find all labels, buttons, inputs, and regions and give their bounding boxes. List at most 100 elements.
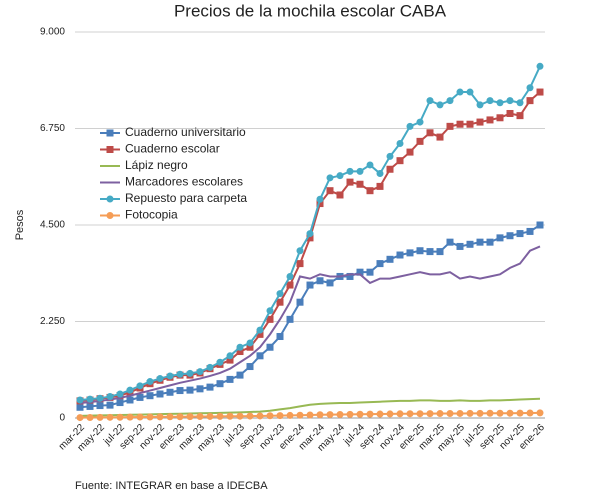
marker <box>256 326 264 334</box>
marker <box>126 386 134 394</box>
marker <box>436 410 444 418</box>
marker <box>266 307 274 315</box>
marker <box>316 195 324 203</box>
marker <box>416 410 424 418</box>
marker <box>356 167 364 175</box>
legend-marker <box>106 212 114 219</box>
marker <box>146 392 154 400</box>
marker <box>436 248 444 256</box>
marker <box>506 97 514 105</box>
marker <box>186 413 194 421</box>
marker <box>386 165 394 173</box>
marker <box>376 170 384 178</box>
marker <box>506 232 514 240</box>
marker <box>236 343 244 351</box>
marker <box>396 251 404 259</box>
legend-marker <box>106 195 114 203</box>
marker <box>156 390 164 398</box>
marker <box>226 412 234 420</box>
marker <box>256 330 264 338</box>
marker <box>346 272 354 280</box>
marker <box>116 399 124 407</box>
marker <box>326 411 334 419</box>
series-line <box>79 245 541 404</box>
marker <box>476 118 484 126</box>
marker <box>466 120 474 128</box>
marker <box>86 413 94 421</box>
marker <box>196 413 204 421</box>
legend-label: Cuaderno universitario <box>125 125 246 139</box>
marker <box>266 343 274 351</box>
marker <box>476 238 484 246</box>
marker <box>106 393 114 401</box>
legend-label: Fotocopia <box>125 208 178 222</box>
marker <box>136 382 144 390</box>
y-tick-label: 9.000 <box>40 27 65 38</box>
marker <box>446 238 454 246</box>
marker <box>376 260 384 268</box>
marker <box>106 401 114 409</box>
marker <box>456 409 464 417</box>
marker <box>296 260 304 268</box>
marker <box>86 395 94 403</box>
marker <box>356 180 364 188</box>
marker <box>396 157 404 165</box>
marker <box>336 410 344 418</box>
marker <box>166 372 174 380</box>
marker <box>536 62 544 70</box>
marker <box>216 380 224 388</box>
marker <box>436 101 444 109</box>
marker <box>486 116 494 124</box>
marker <box>186 369 194 377</box>
marker <box>366 268 374 276</box>
marker <box>346 167 354 175</box>
marker <box>156 375 164 383</box>
marker <box>116 390 124 398</box>
marker <box>306 234 314 242</box>
marker <box>406 122 414 130</box>
marker <box>386 152 394 160</box>
marker <box>536 221 544 229</box>
marker <box>496 114 504 122</box>
marker <box>206 363 214 371</box>
marker <box>136 393 144 401</box>
marker <box>76 414 84 422</box>
marker <box>146 413 154 421</box>
marker <box>176 387 184 395</box>
marker <box>96 394 104 402</box>
y-tick-label: 4.500 <box>40 220 65 231</box>
y-tick-label: 0 <box>59 413 65 424</box>
marker <box>306 230 314 238</box>
marker <box>376 410 384 418</box>
marker <box>116 413 124 421</box>
marker <box>226 375 234 383</box>
marker <box>366 161 374 169</box>
marker <box>96 413 104 421</box>
marker <box>246 343 254 351</box>
marker <box>406 249 414 257</box>
legend-label: Marcadores escolares <box>125 175 243 189</box>
marker <box>386 255 394 263</box>
marker <box>166 413 174 421</box>
source-note: Fuente: INTEGRAR en base a IDECBA <box>75 480 268 492</box>
marker <box>336 191 344 199</box>
marker <box>306 411 314 419</box>
marker <box>456 242 464 250</box>
marker <box>276 333 284 341</box>
marker <box>516 230 524 238</box>
marker <box>466 409 474 417</box>
marker <box>426 410 434 418</box>
marker <box>416 118 424 126</box>
marker <box>126 396 134 404</box>
chart-title: Precios de la mochila escolar CABA <box>174 1 447 20</box>
marker <box>256 352 264 360</box>
marker <box>186 386 194 394</box>
marker <box>296 411 304 419</box>
marker <box>466 88 474 96</box>
marker <box>346 410 354 418</box>
marker <box>356 410 364 418</box>
marker <box>526 97 534 105</box>
marker <box>86 402 94 410</box>
legend-label: Lápiz negro <box>125 158 188 172</box>
marker <box>526 227 534 235</box>
